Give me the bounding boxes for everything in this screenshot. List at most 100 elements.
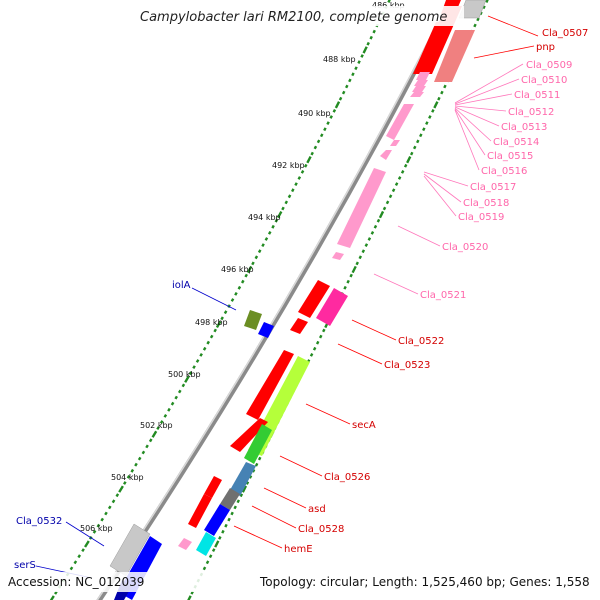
tick-label: 494 kbp [248,213,281,222]
minor-tick-mark [422,127,426,132]
gene-label-cla0510[interactable]: Cla_0510 [521,75,567,86]
feature-cla0510[interactable] [414,80,428,86]
gene-label-cla0516[interactable]: Cla_0516 [481,166,527,177]
feature-cla0522[interactable] [298,280,330,318]
feature-heme[interactable] [196,532,216,556]
gene-label-iola[interactable]: iolA [172,280,191,291]
minor-tick-mark [239,493,244,498]
gene-label-asd[interactable]: asd [308,504,326,515]
major-tick-mark [334,101,341,109]
minor-tick-mark [349,273,353,278]
feature-cla0509[interactable] [416,72,430,80]
feature-red-inner[interactable] [230,418,268,452]
gene-label-seca[interactable]: secA [352,420,376,431]
gene-label-pnp[interactable]: pnp [536,42,555,53]
feature-iola[interactable] [244,310,262,330]
minor-tick-mark [208,554,213,559]
minor-tick-mark [69,566,74,571]
minor-tick-mark [312,346,317,351]
minor-tick-mark [364,243,369,247]
feature-cla0515[interactable] [380,150,392,160]
minor-tick-mark [358,255,363,260]
gene-label-cla0517[interactable]: Cla_0517 [470,182,516,193]
minor-tick-mark [257,249,262,254]
minor-tick-mark [294,182,298,186]
gene-label-cla0522[interactable]: Cla_0522 [398,336,444,347]
minor-tick-mark [73,560,78,565]
minor-tick-mark [274,218,279,223]
minor-tick-mark [360,54,364,58]
feature-cla0513[interactable] [386,104,414,140]
feature-cla0514[interactable] [390,140,400,146]
tick-label: 492 kbp [272,161,305,170]
major-tick-mark [214,540,220,548]
minor-tick-mark [332,109,337,113]
minor-tick-mark [188,371,193,376]
feature-pink-small[interactable] [178,538,192,550]
gene-label-cla0532[interactable]: Cla_0532 [16,516,62,527]
tick-label: 502 kbp [140,421,173,430]
gene-label-cla0514[interactable]: Cla_0514 [493,137,539,148]
feature-red-pair-b[interactable] [188,494,212,528]
minor-tick-mark [373,224,378,229]
minor-tick-mark [366,41,370,46]
minor-tick-mark [348,78,352,83]
gene-label-cla0511[interactable]: Cla_0511 [514,90,560,101]
minor-tick-mark [100,517,104,522]
minor-tick-mark [145,444,149,449]
minor-tick-mark [387,0,391,3]
feature-green-block[interactable] [244,424,272,464]
gene-label-sers[interactable]: serS [14,560,36,571]
gene-label-cla0513[interactable]: Cla_0513 [501,122,547,133]
feature-cla0524[interactable] [246,350,294,420]
feature-cla0528[interactable] [204,504,230,536]
minor-tick-mark [385,200,390,205]
tick-label: 486 kbp [372,1,405,10]
minor-tick-mark [310,151,314,156]
gene-label-cla0528[interactable]: Cla_0528 [298,524,344,535]
feature-cla0522-outer[interactable] [316,288,348,326]
minor-tick-mark [163,413,168,418]
major-tick-mark [378,210,385,219]
gene-label-cla0521[interactable]: Cla_0521 [420,290,466,301]
minor-tick-mark [345,84,349,89]
minor-tick-mark [409,151,414,156]
minor-tick-mark [351,72,355,77]
minor-tick-mark [440,90,444,95]
gene-label-cla0523[interactable]: Cla_0523 [384,360,430,371]
gene-label-cla0512[interactable]: Cla_0512 [508,107,554,118]
gene-label-cla0519[interactable]: Cla_0519 [458,212,504,223]
major-tick-mark [406,156,412,164]
feature-cla0521[interactable] [332,252,344,260]
gene-label-cla0520[interactable]: Cla_0520 [442,242,488,253]
minor-tick-mark [403,163,408,168]
gene-label-cla0518[interactable]: Cla_0518 [463,198,509,209]
summary-text: Topology: circular; Length: 1,525,460 bp… [259,575,590,589]
minor-tick-mark [284,200,289,205]
feature-cla0526[interactable] [230,462,256,496]
feature-cla0511[interactable] [412,86,426,92]
minor-tick-mark [195,359,200,363]
feature-pnp[interactable] [434,30,475,82]
major-tick-mark [362,46,368,54]
minor-tick-mark [370,231,375,235]
gene-label-cla0509[interactable]: Cla_0509 [526,60,572,71]
gene-label-cla0507[interactable]: Cla_0507 [542,28,588,39]
title-backing [138,6,464,26]
feature-cla0523[interactable] [290,318,308,334]
gene-label-cla0526[interactable]: Cla_0526 [324,472,370,483]
feature-cla0517[interactable] [337,168,386,248]
feature-blue-small[interactable] [258,322,274,338]
feature-cla0512[interactable] [410,92,424,97]
minor-tick-mark [428,115,432,119]
gene-label-heme[interactable]: hemE [284,544,313,555]
minor-tick-mark [346,279,350,284]
minor-tick-mark [419,133,423,138]
minor-tick-mark [130,468,135,473]
feature-red-pair-a[interactable] [204,476,222,498]
minor-tick-mark [437,96,441,101]
feature-asd[interactable] [220,488,240,510]
gene-label-cla0515[interactable]: Cla_0515 [487,151,533,162]
minor-tick-mark [341,90,346,95]
feature-red-block-top[interactable] [413,22,455,74]
